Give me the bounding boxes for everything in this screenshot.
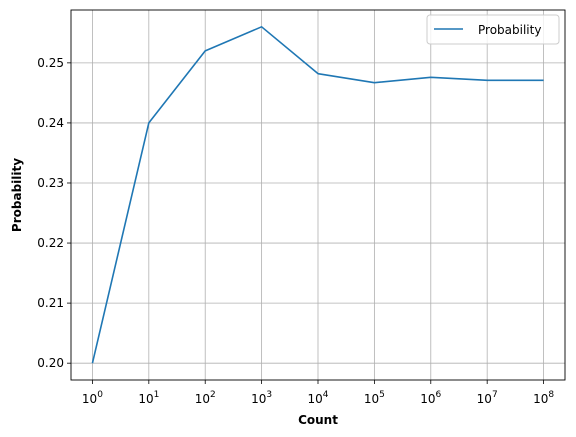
y-tick-label: 0.24 (37, 116, 64, 130)
x-tick-label-exponent: 0 (97, 390, 103, 400)
x-tick-label: 108 (533, 390, 554, 406)
grid (71, 10, 565, 380)
x-tick-label-exponent: 4 (323, 390, 329, 400)
x-tick-label-exponent: 8 (548, 390, 554, 400)
x-tick-label-base: 10 (420, 392, 435, 406)
x-tick-label-base: 10 (307, 392, 322, 406)
x-tick-label-base: 10 (477, 392, 492, 406)
x-tick-label-base: 10 (251, 392, 266, 406)
y-tick-label: 0.23 (37, 176, 64, 190)
x-tick-label: 103 (251, 390, 272, 406)
y-tick-label: 0.25 (37, 56, 64, 70)
x-tick-label-exponent: 5 (379, 390, 385, 400)
series-layer (91, 26, 544, 364)
x-tick-label-exponent: 7 (492, 390, 498, 400)
x-tick-label-base: 10 (82, 392, 97, 406)
x-tick-label: 106 (420, 390, 441, 406)
x-tick-label-exponent: 2 (210, 390, 216, 400)
x-axis-title: Count (298, 413, 338, 427)
y-tick-label: 0.21 (37, 296, 64, 310)
x-tick-label-base: 10 (195, 392, 210, 406)
legend: Probability (426, 14, 560, 45)
legend-box (426, 14, 560, 45)
x-tick-label-base: 10 (533, 392, 548, 406)
x-tick-label: 101 (138, 390, 159, 406)
x-tick-label: 105 (364, 390, 385, 406)
ticks: 100 101 102 103 104 105 106 107 1080.200.210.220… (37, 56, 554, 406)
y-tick-label: 0.22 (37, 236, 64, 250)
x-tick-label: 100 (82, 390, 103, 406)
x-tick-label-base: 10 (138, 392, 153, 406)
x-tick-label: 107 (477, 390, 498, 406)
x-tick-label-base: 10 (364, 392, 379, 406)
x-tick-label: 102 (195, 390, 216, 406)
x-tick-label-exponent: 1 (154, 390, 160, 400)
y-axis-title: Probability (10, 158, 24, 232)
x-tick-label: 104 (307, 390, 328, 406)
legend-label-probability: Probability (478, 23, 541, 37)
y-tick-label: 0.20 (37, 356, 64, 370)
x-tick-label-exponent: 6 (436, 390, 442, 400)
x-tick-label-exponent: 3 (266, 390, 272, 400)
